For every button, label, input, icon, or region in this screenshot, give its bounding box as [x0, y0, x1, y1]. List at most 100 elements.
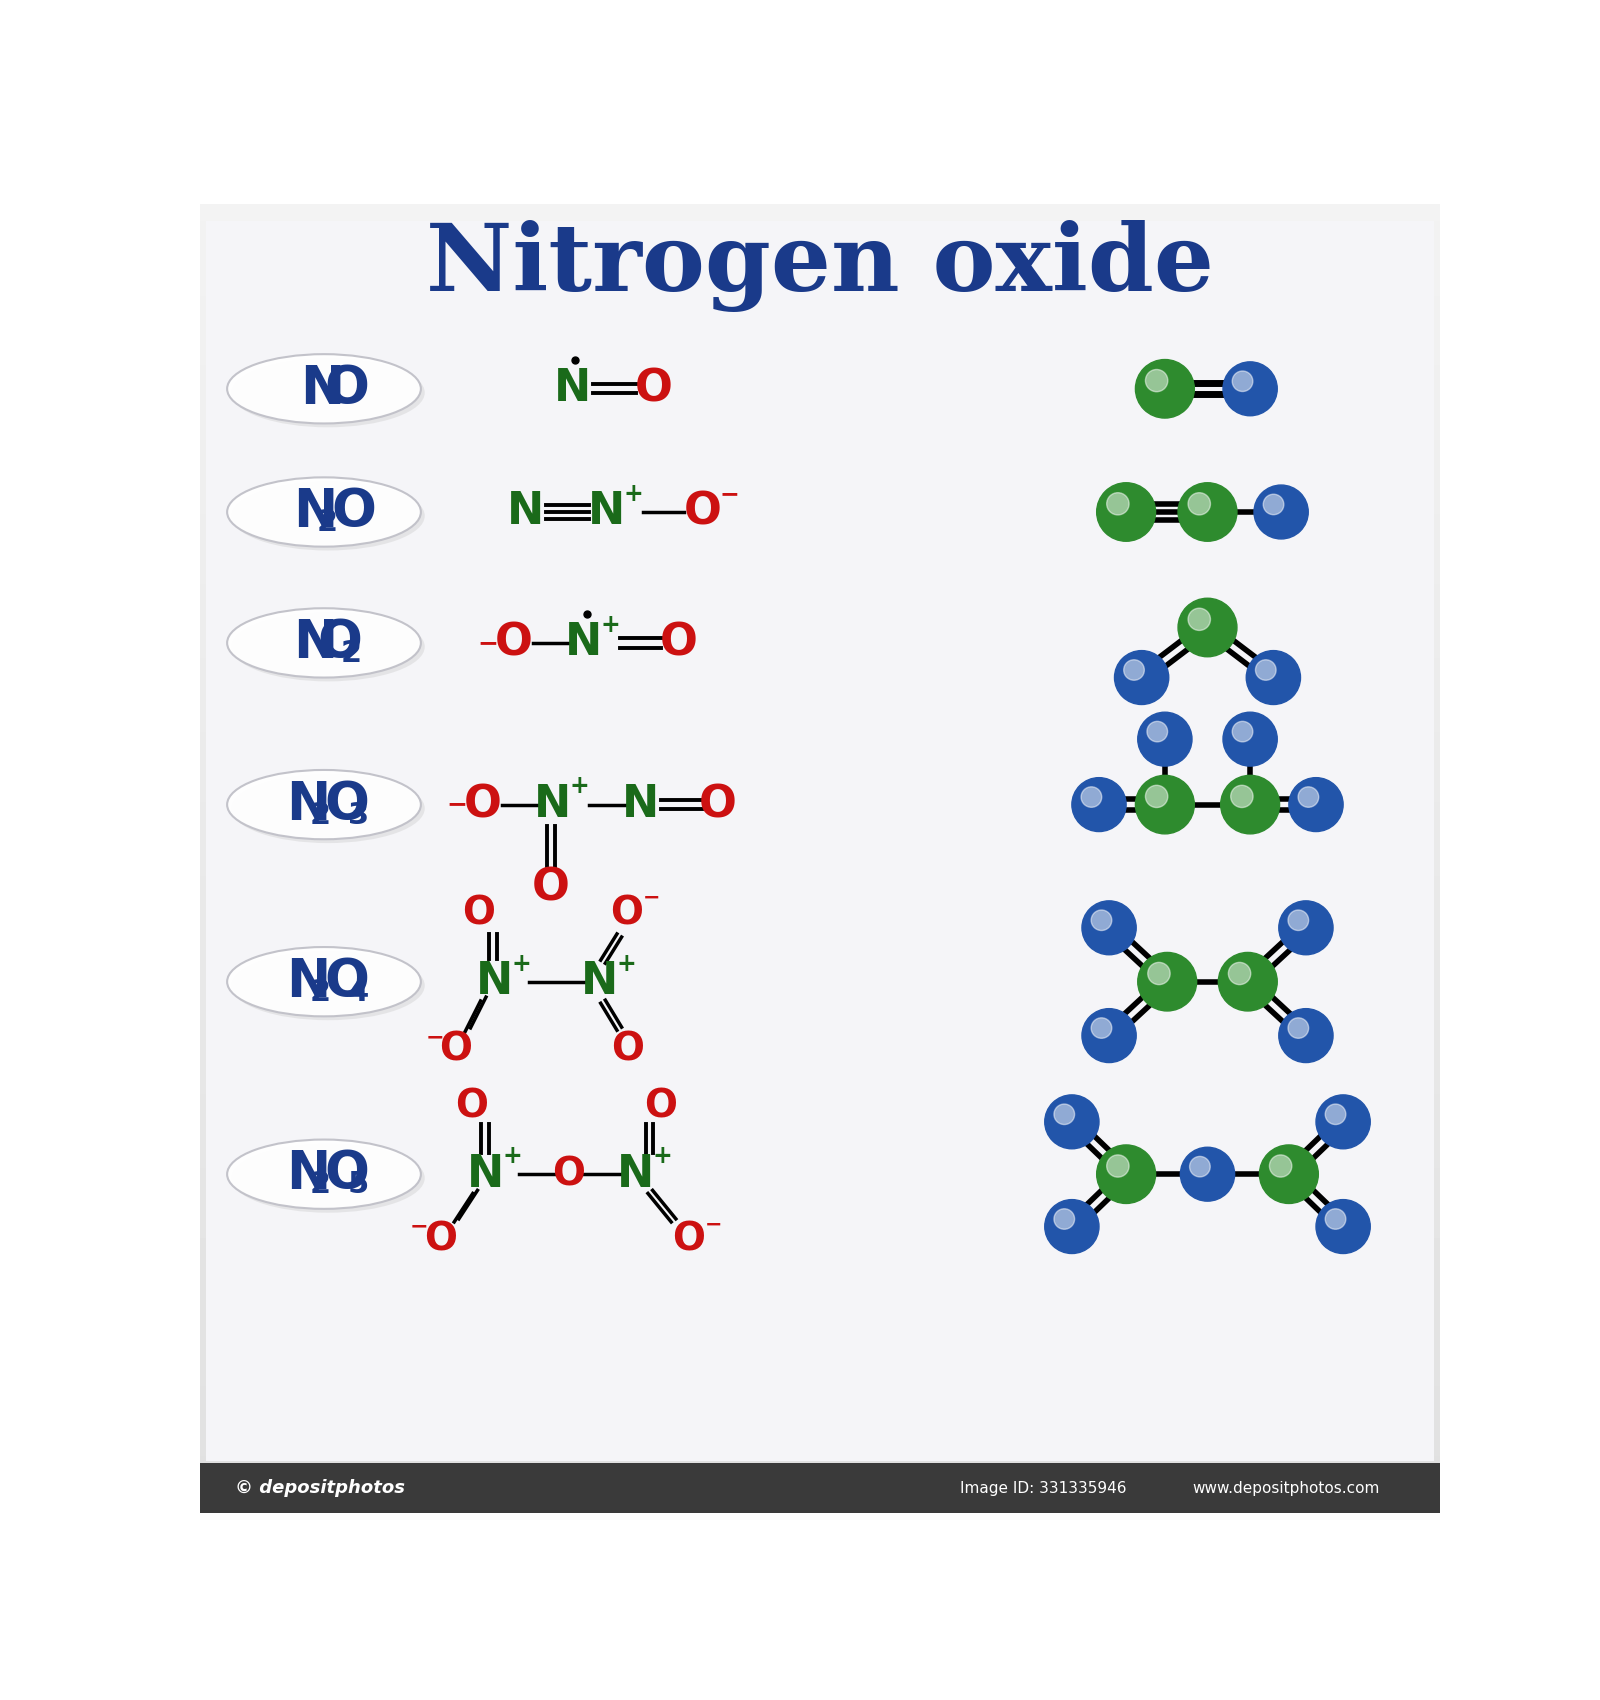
Circle shape — [1278, 901, 1333, 955]
Text: N: N — [554, 367, 590, 410]
Text: 4: 4 — [349, 977, 370, 1006]
Circle shape — [1146, 369, 1168, 391]
Text: +: + — [512, 952, 531, 976]
Circle shape — [1218, 952, 1277, 1012]
Circle shape — [1288, 1018, 1309, 1039]
Text: −: − — [706, 1214, 723, 1234]
Circle shape — [1045, 1095, 1099, 1149]
Circle shape — [1246, 651, 1301, 704]
Circle shape — [1181, 1148, 1235, 1202]
Text: +: + — [624, 481, 643, 507]
Circle shape — [1264, 495, 1283, 515]
Text: O: O — [464, 784, 502, 826]
Bar — [200, 1464, 1440, 1513]
Text: N: N — [293, 617, 338, 668]
Circle shape — [1147, 962, 1170, 984]
Circle shape — [1229, 962, 1251, 984]
Text: 5: 5 — [349, 1171, 370, 1200]
Text: N: N — [475, 960, 514, 1003]
Circle shape — [1259, 1144, 1318, 1204]
Text: N: N — [507, 491, 544, 534]
Circle shape — [1096, 483, 1155, 541]
Ellipse shape — [227, 354, 421, 423]
Circle shape — [1082, 1008, 1136, 1062]
Circle shape — [1082, 901, 1136, 955]
Text: +: + — [616, 952, 635, 976]
Circle shape — [1045, 1200, 1099, 1253]
Text: O: O — [699, 784, 736, 826]
Circle shape — [1269, 1154, 1291, 1176]
Circle shape — [1288, 910, 1309, 930]
Text: O: O — [331, 486, 376, 537]
Circle shape — [1096, 1144, 1155, 1204]
Ellipse shape — [230, 481, 424, 551]
Circle shape — [1082, 787, 1102, 808]
Circle shape — [1138, 712, 1192, 767]
FancyBboxPatch shape — [206, 221, 1434, 1460]
Circle shape — [1054, 1103, 1075, 1124]
Circle shape — [1221, 775, 1280, 835]
Ellipse shape — [227, 478, 421, 547]
Circle shape — [1091, 910, 1112, 930]
Text: N: N — [299, 362, 344, 415]
Text: −: − — [720, 481, 739, 507]
Circle shape — [1278, 1008, 1333, 1062]
Text: O: O — [552, 1156, 584, 1193]
Circle shape — [1222, 362, 1277, 416]
Circle shape — [1290, 777, 1342, 831]
Circle shape — [1107, 1154, 1130, 1176]
Circle shape — [1232, 721, 1253, 741]
Circle shape — [1189, 609, 1211, 631]
Circle shape — [1189, 1156, 1210, 1176]
Circle shape — [1325, 1103, 1346, 1124]
Text: O: O — [645, 1088, 678, 1125]
Text: N: N — [286, 779, 330, 831]
Circle shape — [1254, 484, 1309, 539]
Circle shape — [1107, 493, 1130, 515]
Ellipse shape — [227, 1139, 421, 1209]
Circle shape — [1146, 785, 1168, 808]
Text: O: O — [424, 1221, 456, 1258]
Text: +: + — [600, 612, 621, 638]
Circle shape — [1325, 1209, 1346, 1229]
Ellipse shape — [227, 947, 421, 1017]
Text: N: N — [467, 1153, 504, 1195]
Text: O: O — [317, 617, 362, 668]
Circle shape — [1230, 785, 1253, 808]
Text: +: + — [570, 775, 589, 799]
Circle shape — [1091, 1018, 1112, 1039]
Circle shape — [1136, 359, 1194, 418]
Text: O: O — [533, 867, 570, 910]
Ellipse shape — [230, 774, 424, 843]
Text: −: − — [643, 887, 661, 908]
Ellipse shape — [227, 770, 421, 840]
Circle shape — [1178, 598, 1237, 656]
Circle shape — [1315, 1095, 1370, 1149]
Text: N: N — [581, 960, 618, 1003]
Text: +: + — [653, 1144, 672, 1168]
Text: 2: 2 — [341, 639, 362, 668]
Ellipse shape — [227, 609, 421, 678]
Text: 2: 2 — [317, 508, 338, 537]
Text: O: O — [323, 779, 370, 831]
Text: 2: 2 — [310, 977, 331, 1006]
Circle shape — [1054, 1209, 1075, 1229]
Circle shape — [1298, 787, 1318, 808]
Circle shape — [1072, 777, 1126, 831]
Text: −: − — [426, 1027, 445, 1047]
Text: O: O — [323, 955, 370, 1008]
Circle shape — [1222, 712, 1277, 767]
Text: N: N — [589, 491, 626, 534]
Text: N: N — [286, 1148, 330, 1200]
Text: N: N — [293, 486, 338, 537]
Circle shape — [1189, 493, 1211, 515]
Text: N: N — [618, 1153, 654, 1195]
Text: 3: 3 — [349, 801, 370, 830]
Ellipse shape — [230, 950, 424, 1020]
Text: O: O — [323, 1148, 370, 1200]
Text: O: O — [440, 1030, 472, 1069]
Text: N: N — [621, 784, 659, 826]
Text: www.depositphotos.com: www.depositphotos.com — [1192, 1481, 1379, 1496]
Text: O: O — [672, 1221, 704, 1258]
Circle shape — [1136, 775, 1194, 835]
